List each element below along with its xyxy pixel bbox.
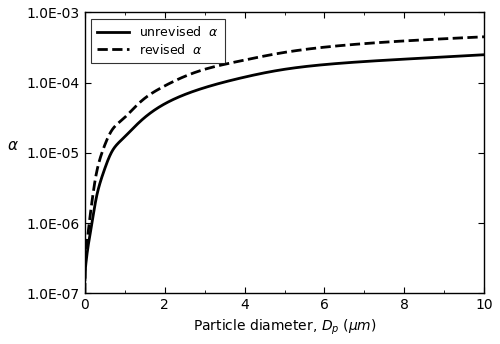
X-axis label: Particle diameter, $D_p$ ($\mu m$): Particle diameter, $D_p$ ($\mu m$) xyxy=(192,318,376,337)
revised  $\alpha$ xyxy=(266,53,272,57)
revised  $\alpha$ xyxy=(276,51,282,55)
Legend: unrevised  $\alpha$, revised  $\alpha$: unrevised $\alpha$, revised $\alpha$ xyxy=(91,19,224,63)
unrevised  $\alpha$ xyxy=(470,53,476,57)
unrevised  $\alpha$ xyxy=(276,68,282,72)
revised  $\alpha$ xyxy=(396,39,402,43)
unrevised  $\alpha$ xyxy=(266,70,272,74)
revised  $\alpha$ xyxy=(470,35,476,40)
unrevised  $\alpha$ xyxy=(396,57,402,62)
unrevised  $\alpha$ xyxy=(481,53,487,57)
revised  $\alpha$ xyxy=(82,291,88,295)
unrevised  $\alpha$ xyxy=(102,165,108,169)
Line: unrevised  $\alpha$: unrevised $\alpha$ xyxy=(85,55,484,280)
revised  $\alpha$ xyxy=(102,142,108,146)
revised  $\alpha$ xyxy=(470,35,476,40)
revised  $\alpha$ xyxy=(481,35,487,39)
unrevised  $\alpha$ xyxy=(82,278,88,282)
unrevised  $\alpha$ xyxy=(470,53,476,57)
Line: revised  $\alpha$: revised $\alpha$ xyxy=(85,37,484,293)
Y-axis label: $\alpha$: $\alpha$ xyxy=(7,138,19,153)
